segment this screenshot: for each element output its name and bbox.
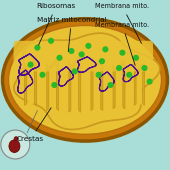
Polygon shape <box>69 57 81 112</box>
Circle shape <box>96 72 102 78</box>
Circle shape <box>68 48 74 54</box>
Polygon shape <box>113 60 125 109</box>
Polygon shape <box>25 59 37 105</box>
FancyBboxPatch shape <box>14 41 153 71</box>
Circle shape <box>34 45 40 51</box>
Text: Matriz mitocondrial: Matriz mitocondrial <box>37 17 106 52</box>
Polygon shape <box>27 64 35 105</box>
Polygon shape <box>136 69 143 105</box>
Circle shape <box>102 46 108 52</box>
Circle shape <box>126 72 132 78</box>
Text: Crestas: Crestas <box>17 108 51 142</box>
Circle shape <box>1 130 30 159</box>
Circle shape <box>56 55 63 61</box>
Polygon shape <box>115 66 123 108</box>
Circle shape <box>116 65 122 71</box>
Circle shape <box>48 38 54 44</box>
Circle shape <box>99 58 105 64</box>
Ellipse shape <box>8 26 161 134</box>
Circle shape <box>28 62 34 68</box>
Text: Membrana mito.: Membrana mito. <box>95 22 149 65</box>
Ellipse shape <box>9 140 20 153</box>
Circle shape <box>51 82 57 88</box>
Circle shape <box>119 50 125 56</box>
Circle shape <box>72 68 78 74</box>
Polygon shape <box>49 64 57 110</box>
Polygon shape <box>134 64 144 105</box>
Circle shape <box>147 79 153 85</box>
Circle shape <box>85 43 91 49</box>
Text: Ribosomas: Ribosomas <box>37 4 76 45</box>
Polygon shape <box>47 59 59 110</box>
Polygon shape <box>91 59 103 110</box>
Text: Membrana mito.: Membrana mito. <box>95 4 149 43</box>
Polygon shape <box>71 63 79 111</box>
Circle shape <box>133 55 139 61</box>
Polygon shape <box>93 64 101 110</box>
Polygon shape <box>14 33 160 129</box>
Circle shape <box>141 65 148 71</box>
Circle shape <box>107 82 114 88</box>
Circle shape <box>39 72 46 78</box>
Ellipse shape <box>3 19 167 141</box>
Circle shape <box>79 51 85 57</box>
Ellipse shape <box>14 137 18 140</box>
